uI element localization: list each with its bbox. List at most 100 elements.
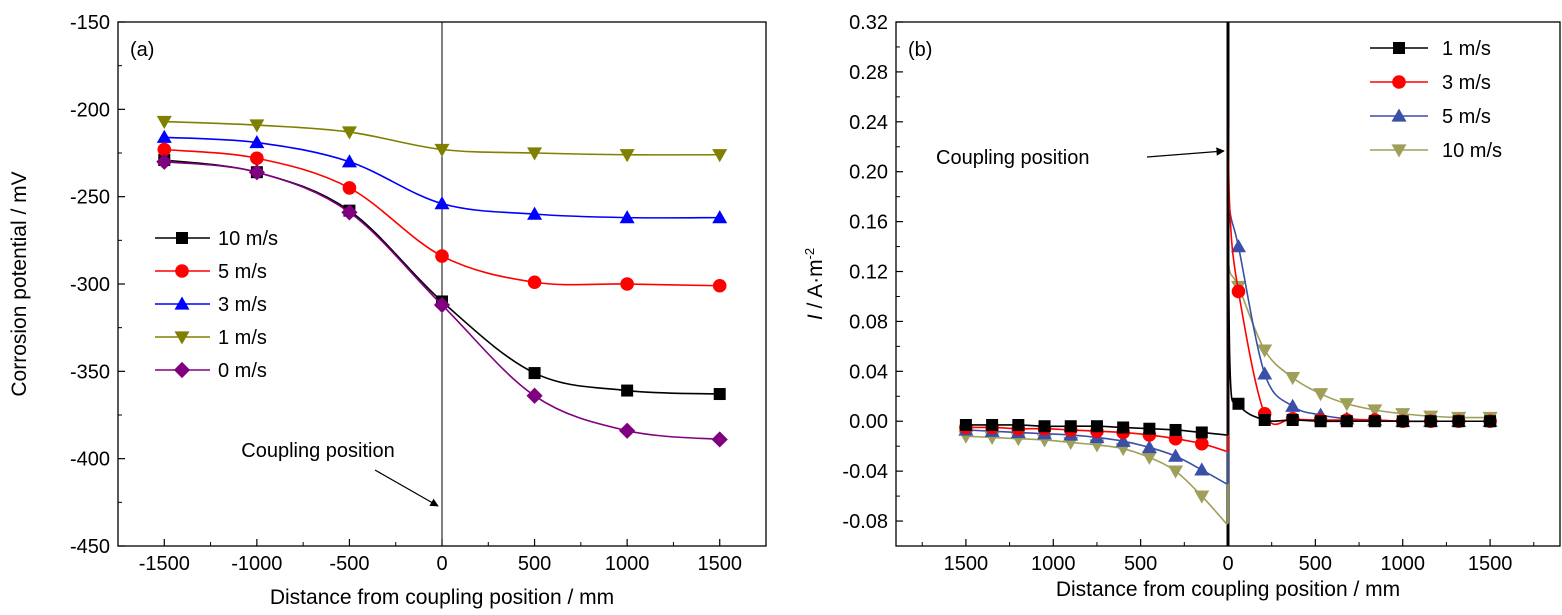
chart-b-y-axis-label-exponent: -2 [802,248,817,260]
chart-a: -1500 -1000 -500 0 500 1000 1500 -450-400-350-… [8,12,767,609]
chart-a-coupling-annotation: Coupling position [241,440,394,462]
legend-entry: 0 m/s [155,360,267,382]
y-tick-label: -0.04 [842,461,888,483]
data-point [342,181,357,195]
data-point [1117,421,1130,434]
data-point [1194,462,1210,476]
data-point [1194,436,1209,451]
x-tick-label: 1500 [697,553,742,575]
data-point [249,119,265,133]
data-point [1141,451,1157,465]
data-point [712,278,727,293]
chart-a-x-ticks: -1500 -1000 -500 0 500 1000 1500 [117,539,767,575]
legend-marker [174,296,190,310]
data-point [1231,284,1246,299]
data-point [620,277,634,291]
data-point [1367,404,1383,418]
data-point [434,196,450,210]
y-tick-label: 0.12 [849,262,888,284]
x-tick-label: 1000 [1380,553,1425,575]
chart-b-series [958,21,1498,525]
y-tick-label: 0.24 [849,112,888,134]
legend-marker [175,264,189,278]
legend-label: 1 m/s [1442,38,1491,60]
data-point [1368,415,1381,428]
chart-a-x-axis-label: Distance from coupling position / mm [270,586,614,609]
chart-b-annotation-arrow [1146,147,1225,158]
x-tick-label: 500 [518,553,551,575]
series-line-right [1227,246,1491,419]
y-tick-label: -0.08 [842,511,888,533]
data-point [1064,420,1077,433]
data-point [527,206,543,220]
data-point [341,126,357,140]
chart-a-y-axis-label: Corrosion potential / mV [8,171,31,396]
data-point [1313,388,1329,402]
legend-entry: 1 m/s [1370,38,1491,60]
x-tick-label: 0 [436,553,447,575]
x-tick-label: 1000 [1031,553,1076,575]
chart-b-x-axis-label: Distance from coupling position / mm [1056,578,1400,601]
legend-entry: 10 m/s [1370,140,1502,162]
data-point [1285,371,1301,386]
y-tick-label: -200 [70,99,110,121]
data-point [1230,239,1246,253]
legend-label: 3 m/s [1442,72,1491,94]
data-point [526,387,543,404]
chart-a-legend: 10 m/s 5 m/s 3 m/s 1 m/s 0 m/s [155,228,278,382]
legend-label: 5 m/s [218,261,267,283]
data-point [1195,426,1208,439]
legend-marker [174,331,190,345]
data-point [1257,366,1273,380]
data-point [621,384,634,397]
legend-label: 0 m/s [218,360,267,382]
y-tick-label: 0.16 [849,212,888,234]
x-tick-label: 0 [1222,553,1233,575]
data-point [527,147,543,161]
chart-a-series [156,115,728,448]
data-point [1424,415,1437,428]
data-point [986,418,999,431]
legend-label: 3 m/s [218,294,267,316]
chart-b-coupling-annotation: Coupling position [936,147,1089,169]
data-point [619,149,635,163]
series-3-m-s [156,129,728,224]
data-point [1314,415,1327,428]
data-point [156,115,172,130]
data-point [248,164,265,181]
data-point [1396,415,1409,428]
data-point [713,388,726,401]
y-tick-label: 0.04 [849,361,888,383]
data-point [156,129,172,143]
legend-marker [1393,42,1405,54]
legend-entry: 3 m/s [1370,72,1491,94]
legend-label: 10 m/s [218,228,278,250]
y-tick-label: -150 [70,12,110,34]
chart-b-panel-label: (b) [908,39,932,61]
data-point [1090,420,1103,433]
y-tick-label: 0.20 [849,162,888,184]
legend-marker [1391,108,1407,122]
x-tick-label: 1500 [944,553,989,575]
legend-marker [1391,144,1407,158]
data-point [619,422,636,439]
data-point [1168,448,1184,462]
data-point [959,418,972,431]
y-tick-label: -300 [70,274,110,296]
chart-a-y-ticks: -450 -400 -350 -300 -250 -200 -150 [70,12,125,558]
data-point [1169,423,1182,436]
data-point [433,296,451,314]
legend-entry: 5 m/s [1370,106,1491,128]
y-tick-label: -350 [70,361,110,383]
chart-a-panel-label: (a) [130,39,154,61]
y-tick-label: -400 [70,449,110,471]
data-point [249,135,265,149]
legend-entry: 3 m/s [155,294,267,316]
x-tick-label: -1000 [231,553,282,575]
data-point [1258,413,1271,426]
data-point [1286,413,1299,426]
chart-a-annotation-arrow [374,469,439,507]
data-point [1038,420,1051,433]
data-point [156,153,173,170]
x-tick-label: 1500 [1468,553,1513,575]
